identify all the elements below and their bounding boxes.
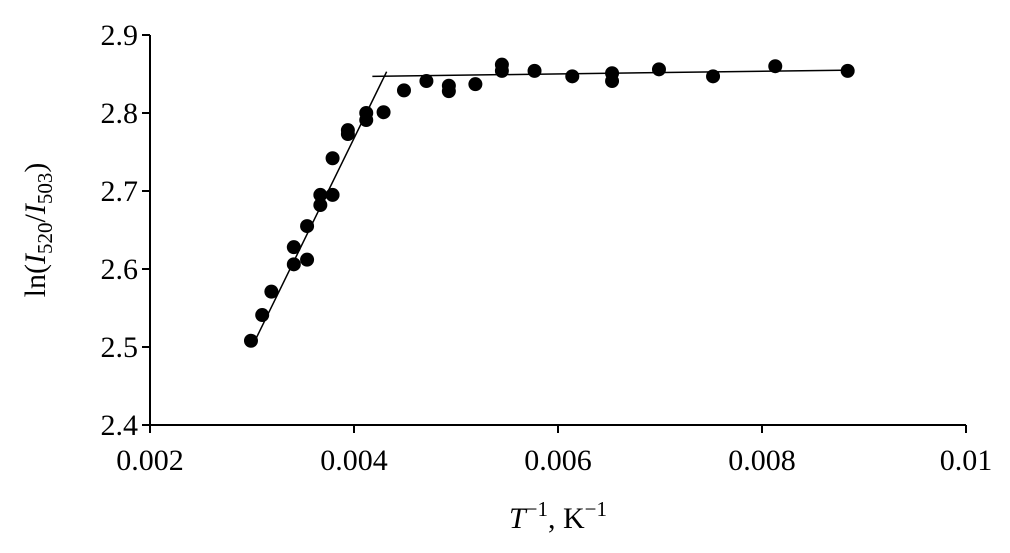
label-part: 503 — [33, 173, 57, 205]
x-tick-label: 0.008 — [728, 444, 796, 477]
data-point — [313, 187, 328, 202]
y-axis-label: ln(I520/I503) — [19, 163, 57, 298]
label-part: T — [509, 502, 528, 535]
data-point — [300, 219, 315, 234]
data-point — [325, 151, 340, 166]
label-part: ln( — [19, 264, 52, 297]
label-part: I — [19, 202, 52, 215]
data-point — [359, 113, 374, 128]
y-tick-label: 2.9 — [101, 19, 139, 52]
y-tick-label: 2.6 — [101, 253, 139, 286]
data-point — [768, 59, 783, 74]
x-tick-label: 0.004 — [320, 444, 388, 477]
x-axis-label: T−1, K−1 — [509, 497, 607, 535]
label-part: , K — [548, 502, 585, 535]
y-tick-label: 2.5 — [101, 331, 139, 364]
y-tick-label: 2.4 — [101, 409, 139, 442]
data-point — [527, 63, 542, 78]
data-point — [286, 257, 301, 272]
data-point — [325, 187, 340, 202]
data-point — [605, 74, 620, 89]
label-part: −1 — [585, 497, 607, 521]
label-part: 520 — [33, 223, 57, 255]
x-tick-label: 0.006 — [524, 444, 592, 477]
data-point — [706, 69, 721, 84]
data-point — [376, 105, 391, 120]
label-part: ) — [19, 163, 52, 173]
data-point — [468, 77, 483, 92]
data-point — [340, 127, 355, 142]
label-part: / — [19, 214, 52, 223]
data-point — [651, 62, 666, 77]
y-tick-label: 2.8 — [101, 97, 139, 130]
data-point — [396, 83, 411, 98]
x-tick-label: 0.01 — [940, 444, 993, 477]
data-point — [286, 240, 301, 255]
data-point — [300, 252, 315, 267]
data-point — [313, 198, 328, 213]
data-point — [840, 63, 855, 78]
data-point — [255, 308, 270, 323]
data-point — [264, 284, 279, 299]
data-point — [419, 74, 434, 89]
y-tick-label: 2.7 — [101, 175, 139, 208]
data-point — [494, 63, 509, 78]
data-point — [441, 84, 456, 99]
x-tick-label: 0.002 — [116, 444, 184, 477]
data-point — [565, 69, 580, 84]
label-part: −1 — [526, 497, 548, 521]
label-part: I — [19, 252, 52, 265]
data-point — [243, 333, 258, 348]
